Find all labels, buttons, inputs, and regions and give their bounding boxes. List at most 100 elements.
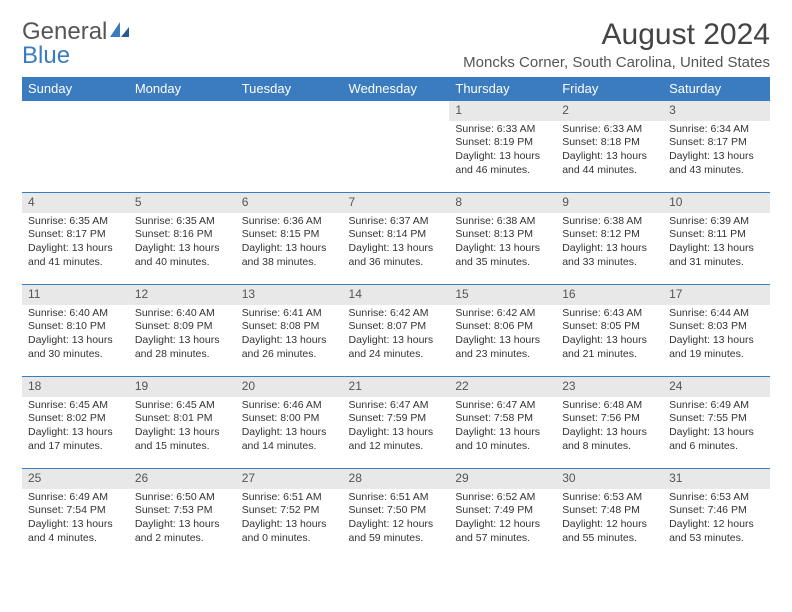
sunset-text: Sunset: 7:59 PM bbox=[349, 412, 444, 426]
day-number: 3 bbox=[663, 101, 770, 121]
day-details: Sunrise: 6:42 AMSunset: 8:06 PMDaylight:… bbox=[449, 305, 556, 366]
day-details: Sunrise: 6:53 AMSunset: 7:48 PMDaylight:… bbox=[556, 489, 663, 550]
calendar-cell: 22Sunrise: 6:47 AMSunset: 7:58 PMDayligh… bbox=[449, 377, 556, 469]
daylight-text: Daylight: 13 hours and 46 minutes. bbox=[455, 150, 550, 177]
sunrise-text: Sunrise: 6:50 AM bbox=[135, 491, 230, 505]
sunset-text: Sunset: 8:17 PM bbox=[669, 136, 764, 150]
calendar-cell: 19Sunrise: 6:45 AMSunset: 8:01 PMDayligh… bbox=[129, 377, 236, 469]
sunrise-text: Sunrise: 6:38 AM bbox=[562, 215, 657, 229]
sunset-text: Sunset: 8:06 PM bbox=[455, 320, 550, 334]
month-title: August 2024 bbox=[463, 18, 770, 52]
sunset-text: Sunset: 8:12 PM bbox=[562, 228, 657, 242]
calendar-cell: 21Sunrise: 6:47 AMSunset: 7:59 PMDayligh… bbox=[343, 377, 450, 469]
daylight-text: Daylight: 12 hours and 57 minutes. bbox=[455, 518, 550, 545]
sunrise-text: Sunrise: 6:37 AM bbox=[349, 215, 444, 229]
daylight-text: Daylight: 13 hours and 43 minutes. bbox=[669, 150, 764, 177]
sunset-text: Sunset: 8:01 PM bbox=[135, 412, 230, 426]
sunrise-text: Sunrise: 6:38 AM bbox=[455, 215, 550, 229]
day-header: Thursday bbox=[449, 77, 556, 101]
sunrise-text: Sunrise: 6:49 AM bbox=[28, 491, 123, 505]
sunset-text: Sunset: 8:18 PM bbox=[562, 136, 657, 150]
day-number: 7 bbox=[343, 193, 450, 213]
calendar-row: 1Sunrise: 6:33 AMSunset: 8:19 PMDaylight… bbox=[22, 101, 770, 193]
daylight-text: Daylight: 13 hours and 40 minutes. bbox=[135, 242, 230, 269]
logo-inner: GeneralBlue bbox=[22, 18, 131, 70]
daylight-text: Daylight: 13 hours and 6 minutes. bbox=[669, 426, 764, 453]
day-details: Sunrise: 6:45 AMSunset: 8:02 PMDaylight:… bbox=[22, 397, 129, 458]
calendar-cell: 3Sunrise: 6:34 AMSunset: 8:17 PMDaylight… bbox=[663, 101, 770, 193]
day-number: 27 bbox=[236, 469, 343, 489]
daylight-text: Daylight: 13 hours and 33 minutes. bbox=[562, 242, 657, 269]
sunrise-text: Sunrise: 6:36 AM bbox=[242, 215, 337, 229]
daylight-text: Daylight: 12 hours and 55 minutes. bbox=[562, 518, 657, 545]
day-number: 30 bbox=[556, 469, 663, 489]
sunrise-text: Sunrise: 6:45 AM bbox=[28, 399, 123, 413]
calendar-cell bbox=[22, 101, 129, 193]
calendar-cell: 5Sunrise: 6:35 AMSunset: 8:16 PMDaylight… bbox=[129, 193, 236, 285]
day-details: Sunrise: 6:33 AMSunset: 8:19 PMDaylight:… bbox=[449, 121, 556, 182]
calendar-table: SundayMondayTuesdayWednesdayThursdayFrid… bbox=[22, 77, 770, 561]
sunrise-text: Sunrise: 6:40 AM bbox=[28, 307, 123, 321]
day-details: Sunrise: 6:48 AMSunset: 7:56 PMDaylight:… bbox=[556, 397, 663, 458]
sunset-text: Sunset: 8:10 PM bbox=[28, 320, 123, 334]
sunrise-text: Sunrise: 6:39 AM bbox=[669, 215, 764, 229]
calendar-cell: 2Sunrise: 6:33 AMSunset: 8:18 PMDaylight… bbox=[556, 101, 663, 193]
calendar-cell: 17Sunrise: 6:44 AMSunset: 8:03 PMDayligh… bbox=[663, 285, 770, 377]
day-details: Sunrise: 6:40 AMSunset: 8:09 PMDaylight:… bbox=[129, 305, 236, 366]
day-number: 11 bbox=[22, 285, 129, 305]
day-number: 24 bbox=[663, 377, 770, 397]
logo: GeneralBlue bbox=[22, 18, 131, 70]
sunrise-text: Sunrise: 6:45 AM bbox=[135, 399, 230, 413]
day-details: Sunrise: 6:35 AMSunset: 8:16 PMDaylight:… bbox=[129, 213, 236, 274]
sunset-text: Sunset: 7:56 PM bbox=[562, 412, 657, 426]
day-details: Sunrise: 6:51 AMSunset: 7:52 PMDaylight:… bbox=[236, 489, 343, 550]
calendar-cell bbox=[236, 101, 343, 193]
sunset-text: Sunset: 8:13 PM bbox=[455, 228, 550, 242]
day-header: Tuesday bbox=[236, 77, 343, 101]
calendar-cell bbox=[129, 101, 236, 193]
day-number: 22 bbox=[449, 377, 556, 397]
day-number: 16 bbox=[556, 285, 663, 305]
day-header-row: SundayMondayTuesdayWednesdayThursdayFrid… bbox=[22, 77, 770, 101]
sunrise-text: Sunrise: 6:35 AM bbox=[28, 215, 123, 229]
sunset-text: Sunset: 8:00 PM bbox=[242, 412, 337, 426]
day-details: Sunrise: 6:46 AMSunset: 8:00 PMDaylight:… bbox=[236, 397, 343, 458]
calendar-cell: 28Sunrise: 6:51 AMSunset: 7:50 PMDayligh… bbox=[343, 469, 450, 561]
sunset-text: Sunset: 8:07 PM bbox=[349, 320, 444, 334]
sunrise-text: Sunrise: 6:53 AM bbox=[562, 491, 657, 505]
calendar-cell: 7Sunrise: 6:37 AMSunset: 8:14 PMDaylight… bbox=[343, 193, 450, 285]
daylight-text: Daylight: 13 hours and 19 minutes. bbox=[669, 334, 764, 361]
sunset-text: Sunset: 7:46 PM bbox=[669, 504, 764, 518]
daylight-text: Daylight: 12 hours and 59 minutes. bbox=[349, 518, 444, 545]
sunrise-text: Sunrise: 6:41 AM bbox=[242, 307, 337, 321]
calendar-cell: 25Sunrise: 6:49 AMSunset: 7:54 PMDayligh… bbox=[22, 469, 129, 561]
calendar-row: 4Sunrise: 6:35 AMSunset: 8:17 PMDaylight… bbox=[22, 193, 770, 285]
day-details: Sunrise: 6:33 AMSunset: 8:18 PMDaylight:… bbox=[556, 121, 663, 182]
calendar-body: 1Sunrise: 6:33 AMSunset: 8:19 PMDaylight… bbox=[22, 101, 770, 561]
day-number: 13 bbox=[236, 285, 343, 305]
day-details: Sunrise: 6:34 AMSunset: 8:17 PMDaylight:… bbox=[663, 121, 770, 182]
location: Moncks Corner, South Carolina, United St… bbox=[463, 54, 770, 71]
day-number: 6 bbox=[236, 193, 343, 213]
daylight-text: Daylight: 13 hours and 17 minutes. bbox=[28, 426, 123, 453]
calendar-cell: 31Sunrise: 6:53 AMSunset: 7:46 PMDayligh… bbox=[663, 469, 770, 561]
calendar-cell: 26Sunrise: 6:50 AMSunset: 7:53 PMDayligh… bbox=[129, 469, 236, 561]
sunrise-text: Sunrise: 6:43 AM bbox=[562, 307, 657, 321]
sunset-text: Sunset: 8:02 PM bbox=[28, 412, 123, 426]
sunrise-text: Sunrise: 6:35 AM bbox=[135, 215, 230, 229]
sunrise-text: Sunrise: 6:40 AM bbox=[135, 307, 230, 321]
daylight-text: Daylight: 13 hours and 4 minutes. bbox=[28, 518, 123, 545]
daylight-text: Daylight: 13 hours and 26 minutes. bbox=[242, 334, 337, 361]
sunrise-text: Sunrise: 6:33 AM bbox=[455, 123, 550, 137]
day-header: Wednesday bbox=[343, 77, 450, 101]
sunset-text: Sunset: 7:50 PM bbox=[349, 504, 444, 518]
daylight-text: Daylight: 13 hours and 38 minutes. bbox=[242, 242, 337, 269]
day-details: Sunrise: 6:39 AMSunset: 8:11 PMDaylight:… bbox=[663, 213, 770, 274]
calendar-cell: 29Sunrise: 6:52 AMSunset: 7:49 PMDayligh… bbox=[449, 469, 556, 561]
sunrise-text: Sunrise: 6:42 AM bbox=[349, 307, 444, 321]
sunrise-text: Sunrise: 6:48 AM bbox=[562, 399, 657, 413]
daylight-text: Daylight: 13 hours and 0 minutes. bbox=[242, 518, 337, 545]
day-number: 15 bbox=[449, 285, 556, 305]
daylight-text: Daylight: 13 hours and 30 minutes. bbox=[28, 334, 123, 361]
sunset-text: Sunset: 8:09 PM bbox=[135, 320, 230, 334]
